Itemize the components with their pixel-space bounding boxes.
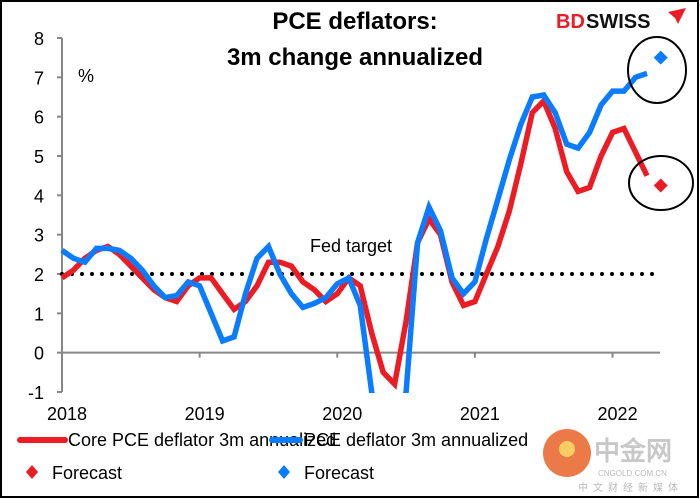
x-tick-label: 2022 xyxy=(598,404,638,424)
watermark-site: CNGOLD.COM.CN xyxy=(598,469,667,478)
legend-forecast-pce-marker xyxy=(278,465,290,479)
legend-forecast-pce-label: Forecast xyxy=(304,463,374,483)
logo-bd: BD xyxy=(556,11,585,33)
logo: BD SWISS xyxy=(556,8,686,33)
watermark-logo-inner xyxy=(559,441,575,457)
legend-forecast-core-label: Forecast xyxy=(52,463,122,483)
y-tick-label: 3 xyxy=(34,226,44,246)
logo-swiss: SWISS xyxy=(586,11,650,33)
forecast-circle-pce xyxy=(627,36,687,104)
x-tick-label: 2020 xyxy=(322,404,362,424)
watermark: 中金网 CNGOLD.COM.CN 中文财经新媒体 xyxy=(543,429,683,494)
x-tick-label: 2019 xyxy=(185,404,225,424)
forecast-marker-pce xyxy=(653,50,668,65)
y-axis-label: % xyxy=(78,66,94,86)
y-tick-label: 0 xyxy=(34,344,44,364)
logo-arrow-icon xyxy=(668,8,686,24)
y-tick-label: 6 xyxy=(34,108,44,128)
y-tick-label: 5 xyxy=(34,147,44,167)
forecast-marker-core xyxy=(653,178,668,193)
fed-target-label: Fed target xyxy=(310,236,392,256)
pce-line xyxy=(60,70,648,393)
forecast-markers xyxy=(653,50,668,193)
x-tick-label: 2021 xyxy=(460,404,500,424)
chart-title-line1: PCE deflators: xyxy=(272,8,437,35)
forecast-circle-core xyxy=(628,155,694,211)
y-tick-label: 8 xyxy=(34,29,44,49)
legend-label-pce: PCE deflator 3m annualized xyxy=(304,430,528,450)
series-lines xyxy=(60,70,650,393)
chart-title-line2: 3m change annualized xyxy=(227,44,483,71)
x-tick-label: 2018 xyxy=(47,404,87,424)
y-tick-label: 1 xyxy=(34,304,44,324)
axes: -1 0 1 2 3 4 5 6 7 8 2018 2019 2020 2021 2022 xyxy=(28,29,660,424)
y-tick-label: 4 xyxy=(34,186,44,206)
y-tick-label: 7 xyxy=(34,68,44,88)
legend-forecast-core-marker xyxy=(26,465,38,479)
legend-label-core: Core PCE deflator 3m annualized xyxy=(68,430,336,450)
watermark-brand: 中金网 xyxy=(594,436,672,466)
legend: Core PCE deflator 3m annualized PCE defl… xyxy=(17,430,528,483)
y-tick-label: 2 xyxy=(34,265,44,285)
y-tick-label: -1 xyxy=(28,383,44,403)
watermark-tagline: 中文财经新媒体 xyxy=(578,481,683,494)
